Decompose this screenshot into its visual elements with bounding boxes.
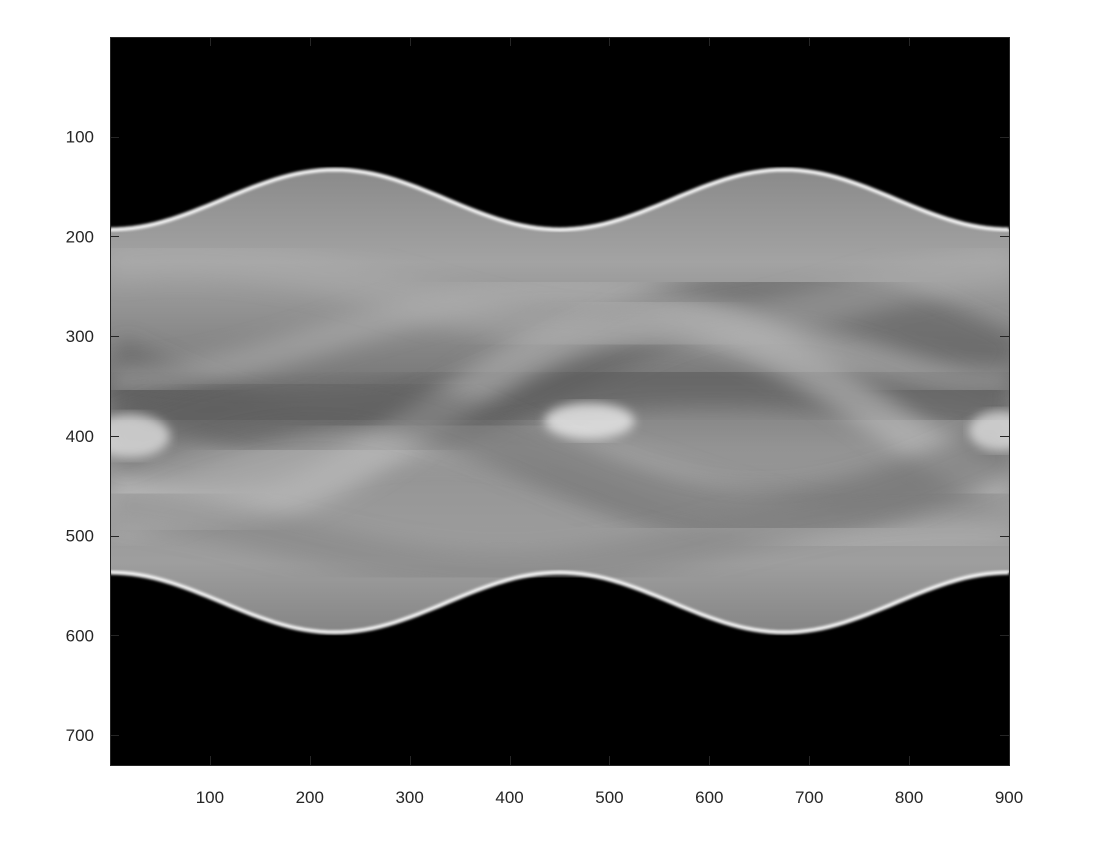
y-tick-label: 500 — [66, 527, 94, 546]
sinogram-trace — [110, 276, 1009, 396]
y-tick-label: 400 — [66, 427, 94, 446]
x-tick-label: 700 — [795, 788, 823, 807]
axis-ticks — [110, 37, 1010, 765]
y-tick-label: 600 — [66, 626, 94, 645]
y-tick-labels: 100 200 300 400 500 600 700 — [66, 128, 94, 745]
y-tick-label: 200 — [66, 227, 94, 246]
lower-envelope-edge — [110, 570, 1009, 635]
sinogram-trace — [110, 236, 1009, 357]
y-tick-label: 100 — [66, 128, 94, 147]
axes-box — [110, 37, 1010, 766]
x-tick-label: 600 — [695, 788, 723, 807]
x-tick-labels: 100 200 300 400 500 600 700 800 900 — [196, 788, 1023, 807]
bright-spot — [544, 402, 635, 439]
x-tick-label: 200 — [296, 788, 324, 807]
x-tick-label: 400 — [495, 788, 523, 807]
bright-spot — [969, 410, 1009, 451]
x-tick-label: 800 — [895, 788, 923, 807]
x-tick-label: 300 — [395, 788, 423, 807]
sinogram-image — [110, 167, 1009, 635]
x-tick-label: 500 — [595, 788, 623, 807]
upper-envelope-edge — [110, 167, 1009, 232]
y-tick-label: 300 — [66, 327, 94, 346]
sinogram-trace — [110, 480, 1009, 591]
bright-spot — [110, 413, 170, 458]
y-tick-label: 700 — [66, 726, 94, 745]
x-tick-label: 900 — [995, 788, 1023, 807]
x-tick-label: 100 — [196, 788, 224, 807]
